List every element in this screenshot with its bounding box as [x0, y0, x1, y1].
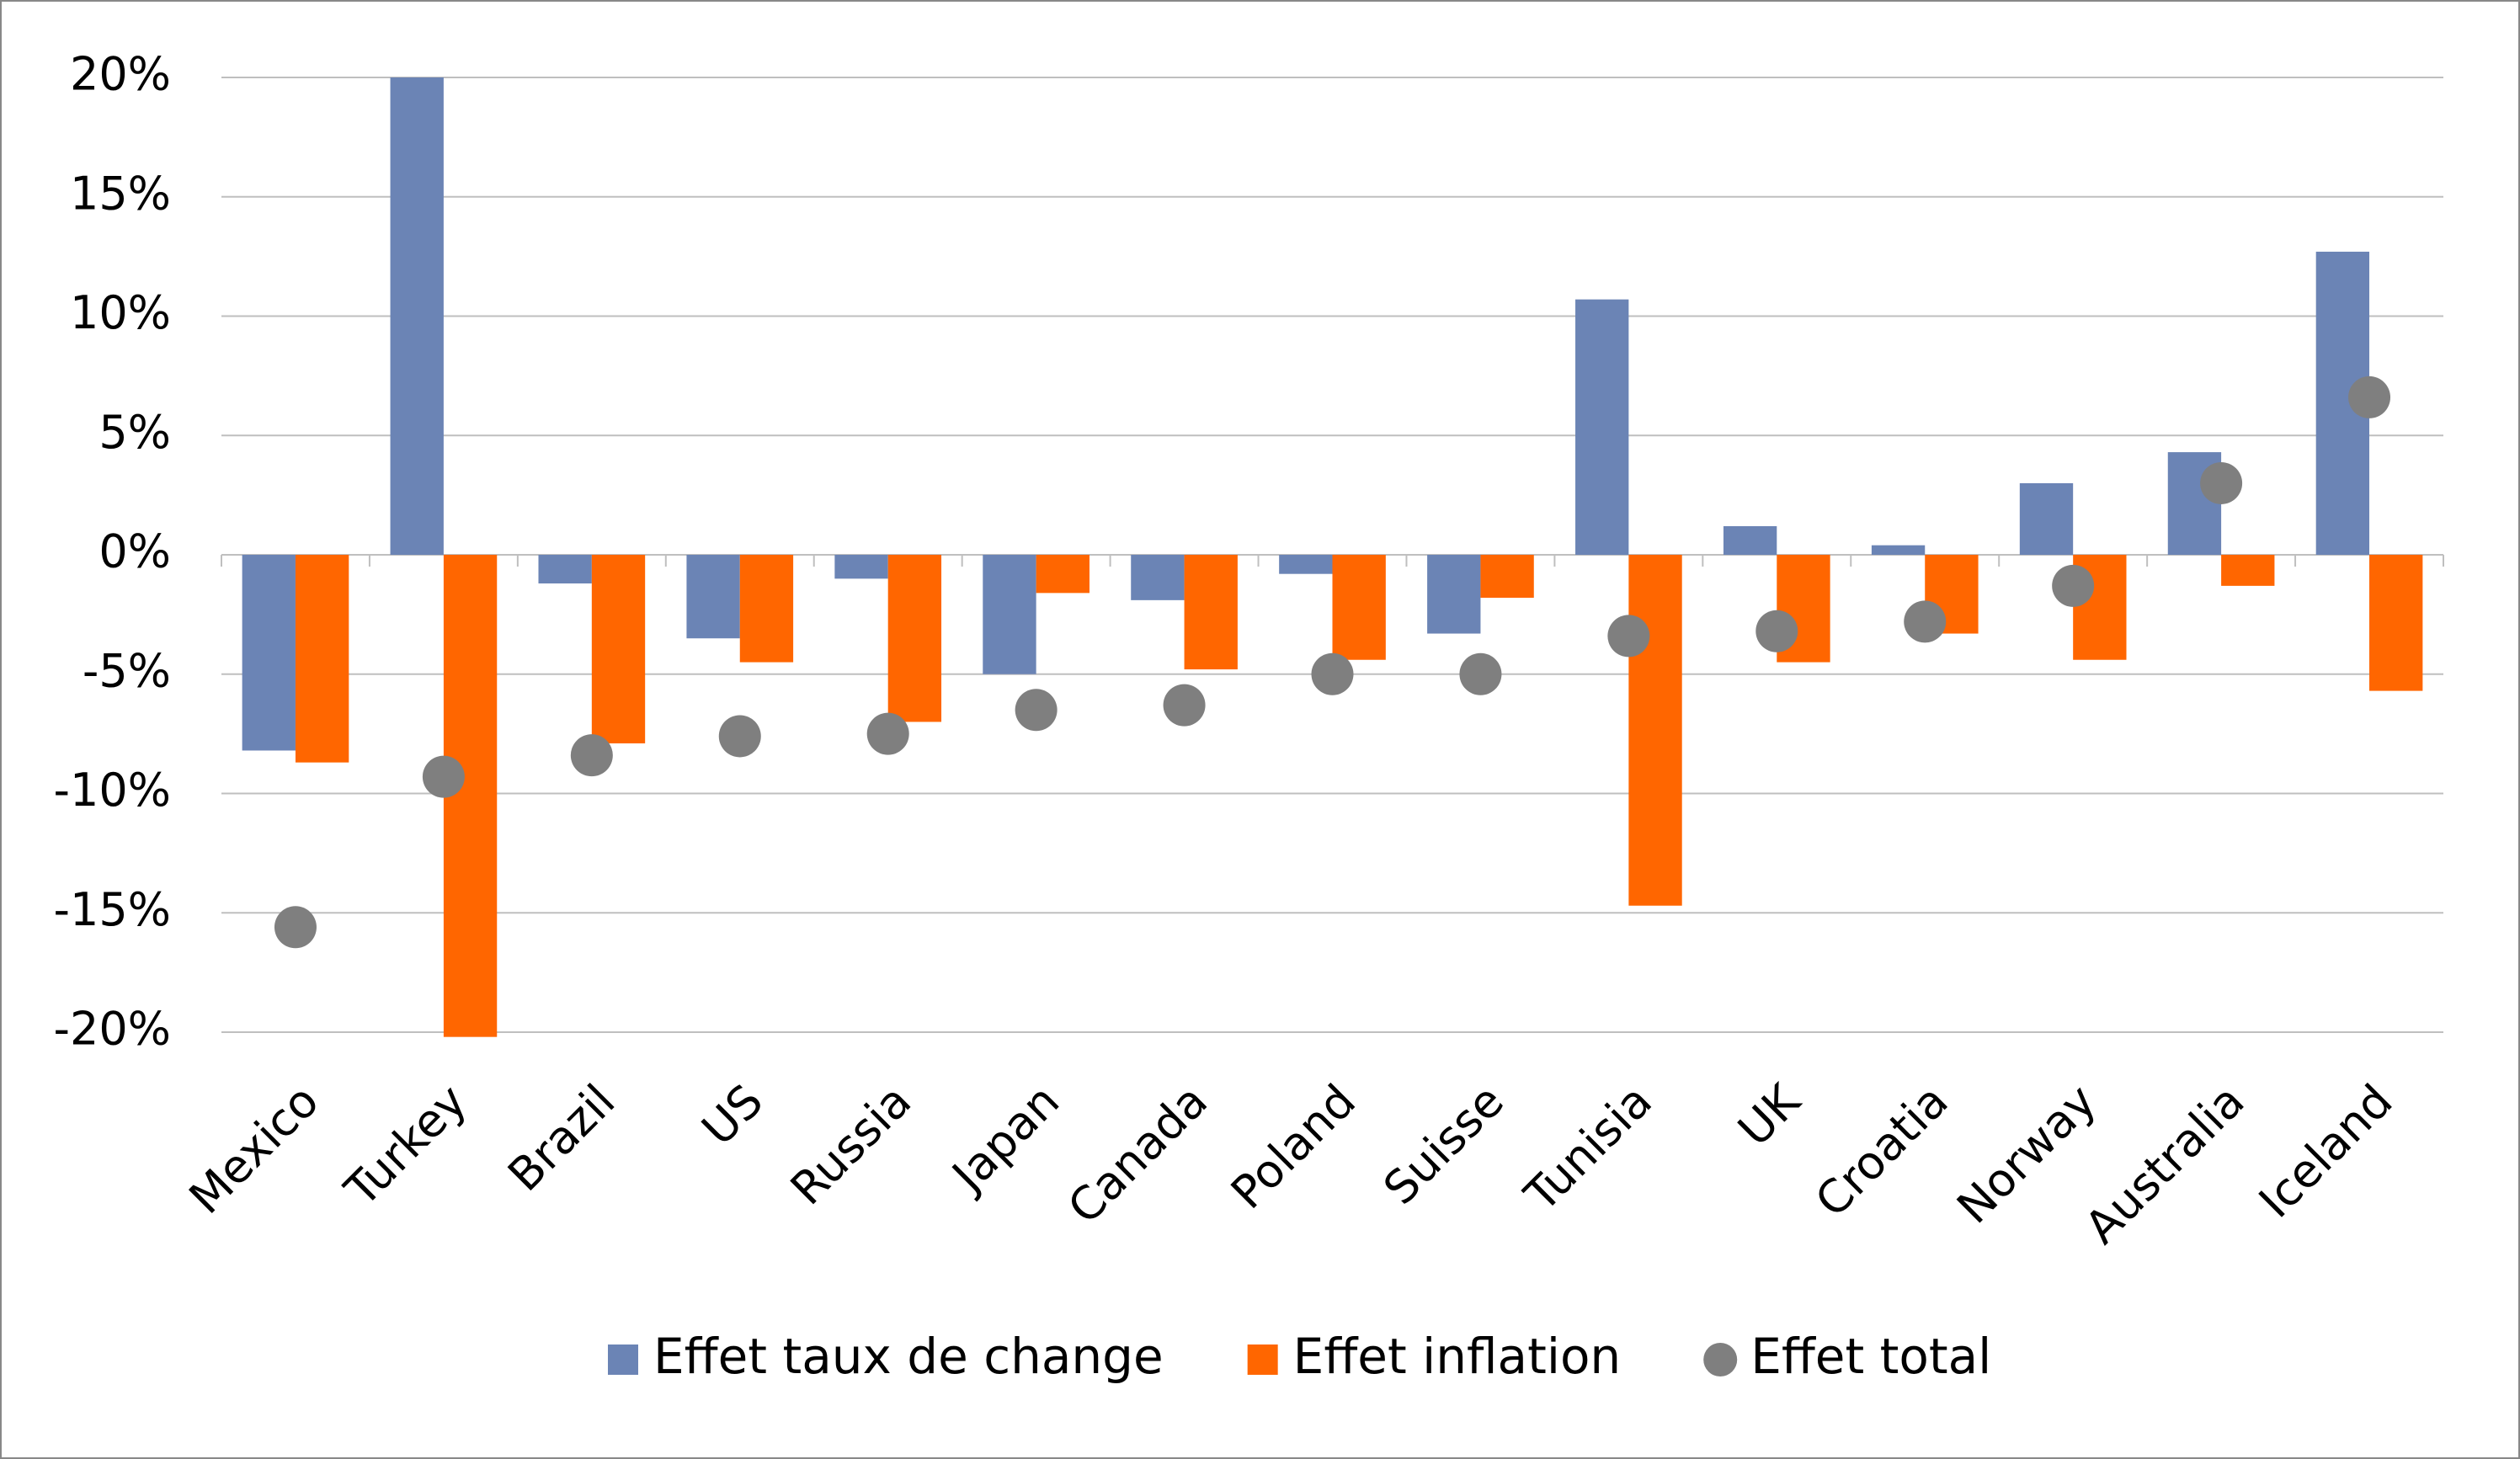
bar: [739, 555, 794, 663]
bar: [2369, 555, 2423, 691]
bar: [887, 555, 942, 722]
dot: [866, 712, 909, 755]
dot: [1607, 615, 1650, 658]
bar: [1279, 555, 1333, 574]
bar: [1871, 545, 1926, 555]
dot: [570, 734, 613, 777]
legend-label: Effet inflation: [1293, 1328, 1622, 1385]
bar: [242, 555, 296, 751]
bar: [1723, 525, 1777, 555]
legend-label: Effet total: [1750, 1328, 1991, 1385]
dot: [2200, 461, 2243, 504]
dot: [1163, 684, 1206, 727]
dot: [1015, 689, 1058, 732]
bar: [834, 555, 888, 579]
y-tick-label: -20%: [53, 1003, 171, 1056]
bar: [1036, 555, 1090, 594]
bar: [390, 77, 444, 555]
dot: [1311, 652, 1354, 695]
bar: [1332, 555, 1386, 660]
bar: [686, 555, 740, 639]
y-tick-label: 10%: [70, 286, 171, 339]
bar: [2019, 482, 2074, 555]
dot: [422, 755, 465, 798]
bar: [983, 555, 1036, 674]
bar: [538, 555, 592, 584]
y-tick-label: -5%: [83, 644, 171, 697]
dot: [1755, 610, 1798, 652]
bar: [443, 555, 498, 1037]
bar: [2221, 555, 2275, 586]
legend-marker: [1247, 1345, 1278, 1375]
bar: [295, 555, 349, 763]
legend: Effet taux de change Effet inflation Effet…: [608, 1328, 1991, 1385]
y-tick-label: 15%: [70, 167, 171, 220]
bar: [1575, 299, 1629, 555]
dot: [1459, 652, 1502, 695]
bar: [1184, 555, 1238, 670]
legend-label: Effet taux de change: [653, 1328, 1164, 1385]
legend-marker: [1703, 1343, 1738, 1376]
y-tick-label: 5%: [99, 406, 171, 459]
dot: [2052, 564, 2095, 607]
dot: [1904, 600, 1947, 643]
legend-marker: [608, 1345, 638, 1375]
dot: [2348, 375, 2391, 418]
y-tick-label: 20%: [70, 48, 171, 101]
bar: [1131, 555, 1185, 600]
bar: [1427, 555, 1481, 634]
bar: [1480, 555, 1534, 599]
bar: [591, 555, 646, 743]
bar: [1628, 555, 1682, 906]
y-tick-label: -10%: [53, 764, 171, 817]
y-tick-label: -15%: [53, 883, 171, 936]
y-tick-label: 0%: [99, 525, 171, 578]
dot: [274, 906, 317, 949]
dot: [718, 715, 761, 758]
